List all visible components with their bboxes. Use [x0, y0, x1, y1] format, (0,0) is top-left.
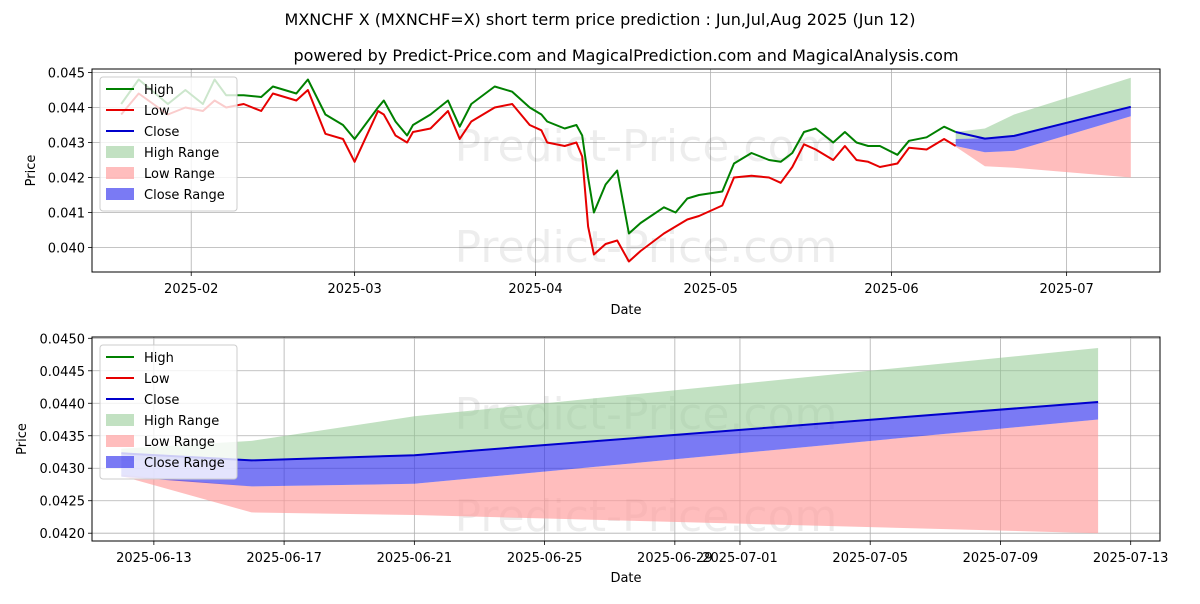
y-tick-label: 0.0445 — [40, 365, 86, 380]
x-axis-label: Date — [610, 303, 641, 318]
x-tick-label: 2025-06-13 — [116, 551, 192, 566]
legend-box — [99, 344, 238, 480]
low-range-area — [955, 116, 1131, 178]
legend-swatch-low-range — [106, 167, 134, 179]
x-tick-label: 2025-07 — [1039, 282, 1093, 297]
close-range-area — [121, 402, 1099, 487]
y-tick-label: 0.0425 — [40, 495, 86, 510]
axes-frame — [91, 336, 1161, 542]
y-tick-label: 0.0440 — [40, 397, 86, 412]
x-tick-label: 2025-02 — [164, 282, 218, 297]
legend-label: Close Range — [144, 456, 225, 471]
legend-swatch-high-range — [106, 414, 134, 426]
plot-area — [121, 348, 1099, 534]
legend-label: Close Range — [144, 188, 225, 203]
legend-label: Low Range — [144, 435, 215, 450]
chart-title: MXNCHF X (MXNCHF=X) short term price pre… — [285, 10, 916, 29]
y-axis-label: Price — [15, 423, 30, 455]
panel-top: 0.040 0.041 0.042 0.043 0.044 0.045 2025-02 202… — [24, 67, 1161, 318]
legend-label: High — [144, 351, 174, 366]
x-tick-label: 2025-05 — [683, 282, 737, 297]
legend-box — [99, 76, 238, 212]
legend-label: High — [144, 83, 174, 98]
x-tick-label: 2025-07-09 — [963, 551, 1039, 566]
y-tick-label: 0.0435 — [40, 430, 86, 445]
legend-label: Low — [144, 104, 170, 119]
y-tick-label: 0.043 — [48, 137, 85, 152]
y-tick-label: 0.0420 — [40, 527, 86, 542]
legend-swatch-close-range — [106, 456, 134, 468]
y-tick-label: 0.042 — [48, 172, 85, 187]
x-tick-label: 2025-07-01 — [702, 551, 778, 566]
legend-swatch-high-range — [106, 146, 134, 158]
x-axis-label: Date — [610, 571, 641, 586]
x-tick-label: 2025-06-17 — [246, 551, 322, 566]
close-series-line — [955, 105, 1132, 140]
low-series-line — [120, 89, 957, 263]
legend-label: Close — [144, 393, 179, 408]
legend-label: High Range — [144, 414, 219, 429]
x-tick-label: 2025-06-25 — [507, 551, 583, 566]
plot-area — [120, 77, 1132, 263]
y-axis-label: Price — [24, 155, 39, 187]
y-tick-label: 0.0430 — [40, 462, 86, 477]
panel-bottom: 0.0420 0.0425 0.0430 0.0435 0.0440 0.0445 0.04… — [15, 332, 1168, 586]
high-range-area — [121, 348, 1099, 461]
legend-swatch-low-range — [106, 435, 134, 447]
high-range-area — [955, 77, 1131, 139]
legend-label: Close — [144, 125, 179, 140]
y-tick-label: 0.0450 — [40, 332, 86, 347]
chart-subtitle: powered by Predict-Price.com and Magical… — [293, 46, 958, 65]
axes-frame — [91, 68, 1161, 273]
low-range-area — [121, 419, 1099, 534]
x-tick-label: 2025-04 — [508, 282, 562, 297]
x-tick-label: 2025-07-05 — [832, 551, 908, 566]
y-tick-label: 0.045 — [48, 67, 85, 82]
legend: High Low Close High Range Low Range Close Ran… — [99, 76, 238, 212]
high-series-line — [120, 78, 957, 235]
legend-label: Low — [144, 372, 170, 387]
legend: High Low Close High Range Low Range Close Ran… — [99, 344, 238, 480]
y-tick-label: 0.041 — [48, 207, 85, 222]
x-tick-label: 2025-06-29 — [637, 551, 713, 566]
x-tick-label: 2025-06 — [864, 282, 918, 297]
x-tick-label: 2025-06-21 — [377, 551, 453, 566]
legend-swatch-close-range — [106, 188, 134, 200]
legend-label: Low Range — [144, 167, 215, 182]
x-tick-label: 2025-07-13 — [1093, 551, 1169, 566]
y-tick-label: 0.040 — [48, 242, 85, 257]
watermark-text: Predict-Price.com — [455, 121, 838, 172]
legend-label: High Range — [144, 146, 219, 161]
y-tick-label: 0.044 — [48, 102, 85, 117]
x-tick-label: 2025-03 — [327, 282, 381, 297]
